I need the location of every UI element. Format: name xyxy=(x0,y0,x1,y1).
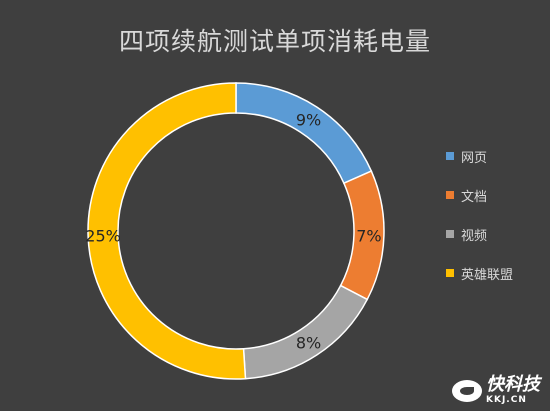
legend-item-英雄联盟: 英雄联盟 xyxy=(446,263,513,283)
legend-label-网页: 网页 xyxy=(461,150,488,166)
data-label-网页: 9% xyxy=(296,111,321,130)
legend-item-文档: 文档 xyxy=(446,185,513,205)
kkj-logo-icon xyxy=(452,379,482,402)
watermark-main-text: 快科技 xyxy=(486,374,540,395)
legend-swatch-视频 xyxy=(446,230,454,238)
legend-label-视频: 视频 xyxy=(461,228,488,244)
legend-item-网页: 网页 xyxy=(446,146,513,166)
data-label-视频: 8% xyxy=(296,333,321,352)
slice-网页 xyxy=(235,82,373,185)
legend-swatch-网页 xyxy=(446,152,454,160)
watermark: 快科技 KKJ.CN xyxy=(452,376,540,405)
legend: 网页 文档 视频 英雄联盟 xyxy=(446,146,513,302)
data-label-英雄联盟: 25% xyxy=(85,226,121,245)
watermark-sub-text: KKJ.CN xyxy=(486,395,527,405)
legend-label-文档: 文档 xyxy=(461,189,488,205)
data-label-文档: 7% xyxy=(356,226,381,245)
legend-label-英雄联盟: 英雄联盟 xyxy=(461,267,514,283)
slice-英雄联盟 xyxy=(87,82,247,380)
legend-item-视频: 视频 xyxy=(446,224,513,244)
chart-title: 四项续航测试单项消耗电量 xyxy=(118,27,431,56)
legend-swatch-英雄联盟 xyxy=(446,269,454,277)
legend-swatch-文档 xyxy=(446,191,454,199)
slice-视频 xyxy=(242,284,369,380)
